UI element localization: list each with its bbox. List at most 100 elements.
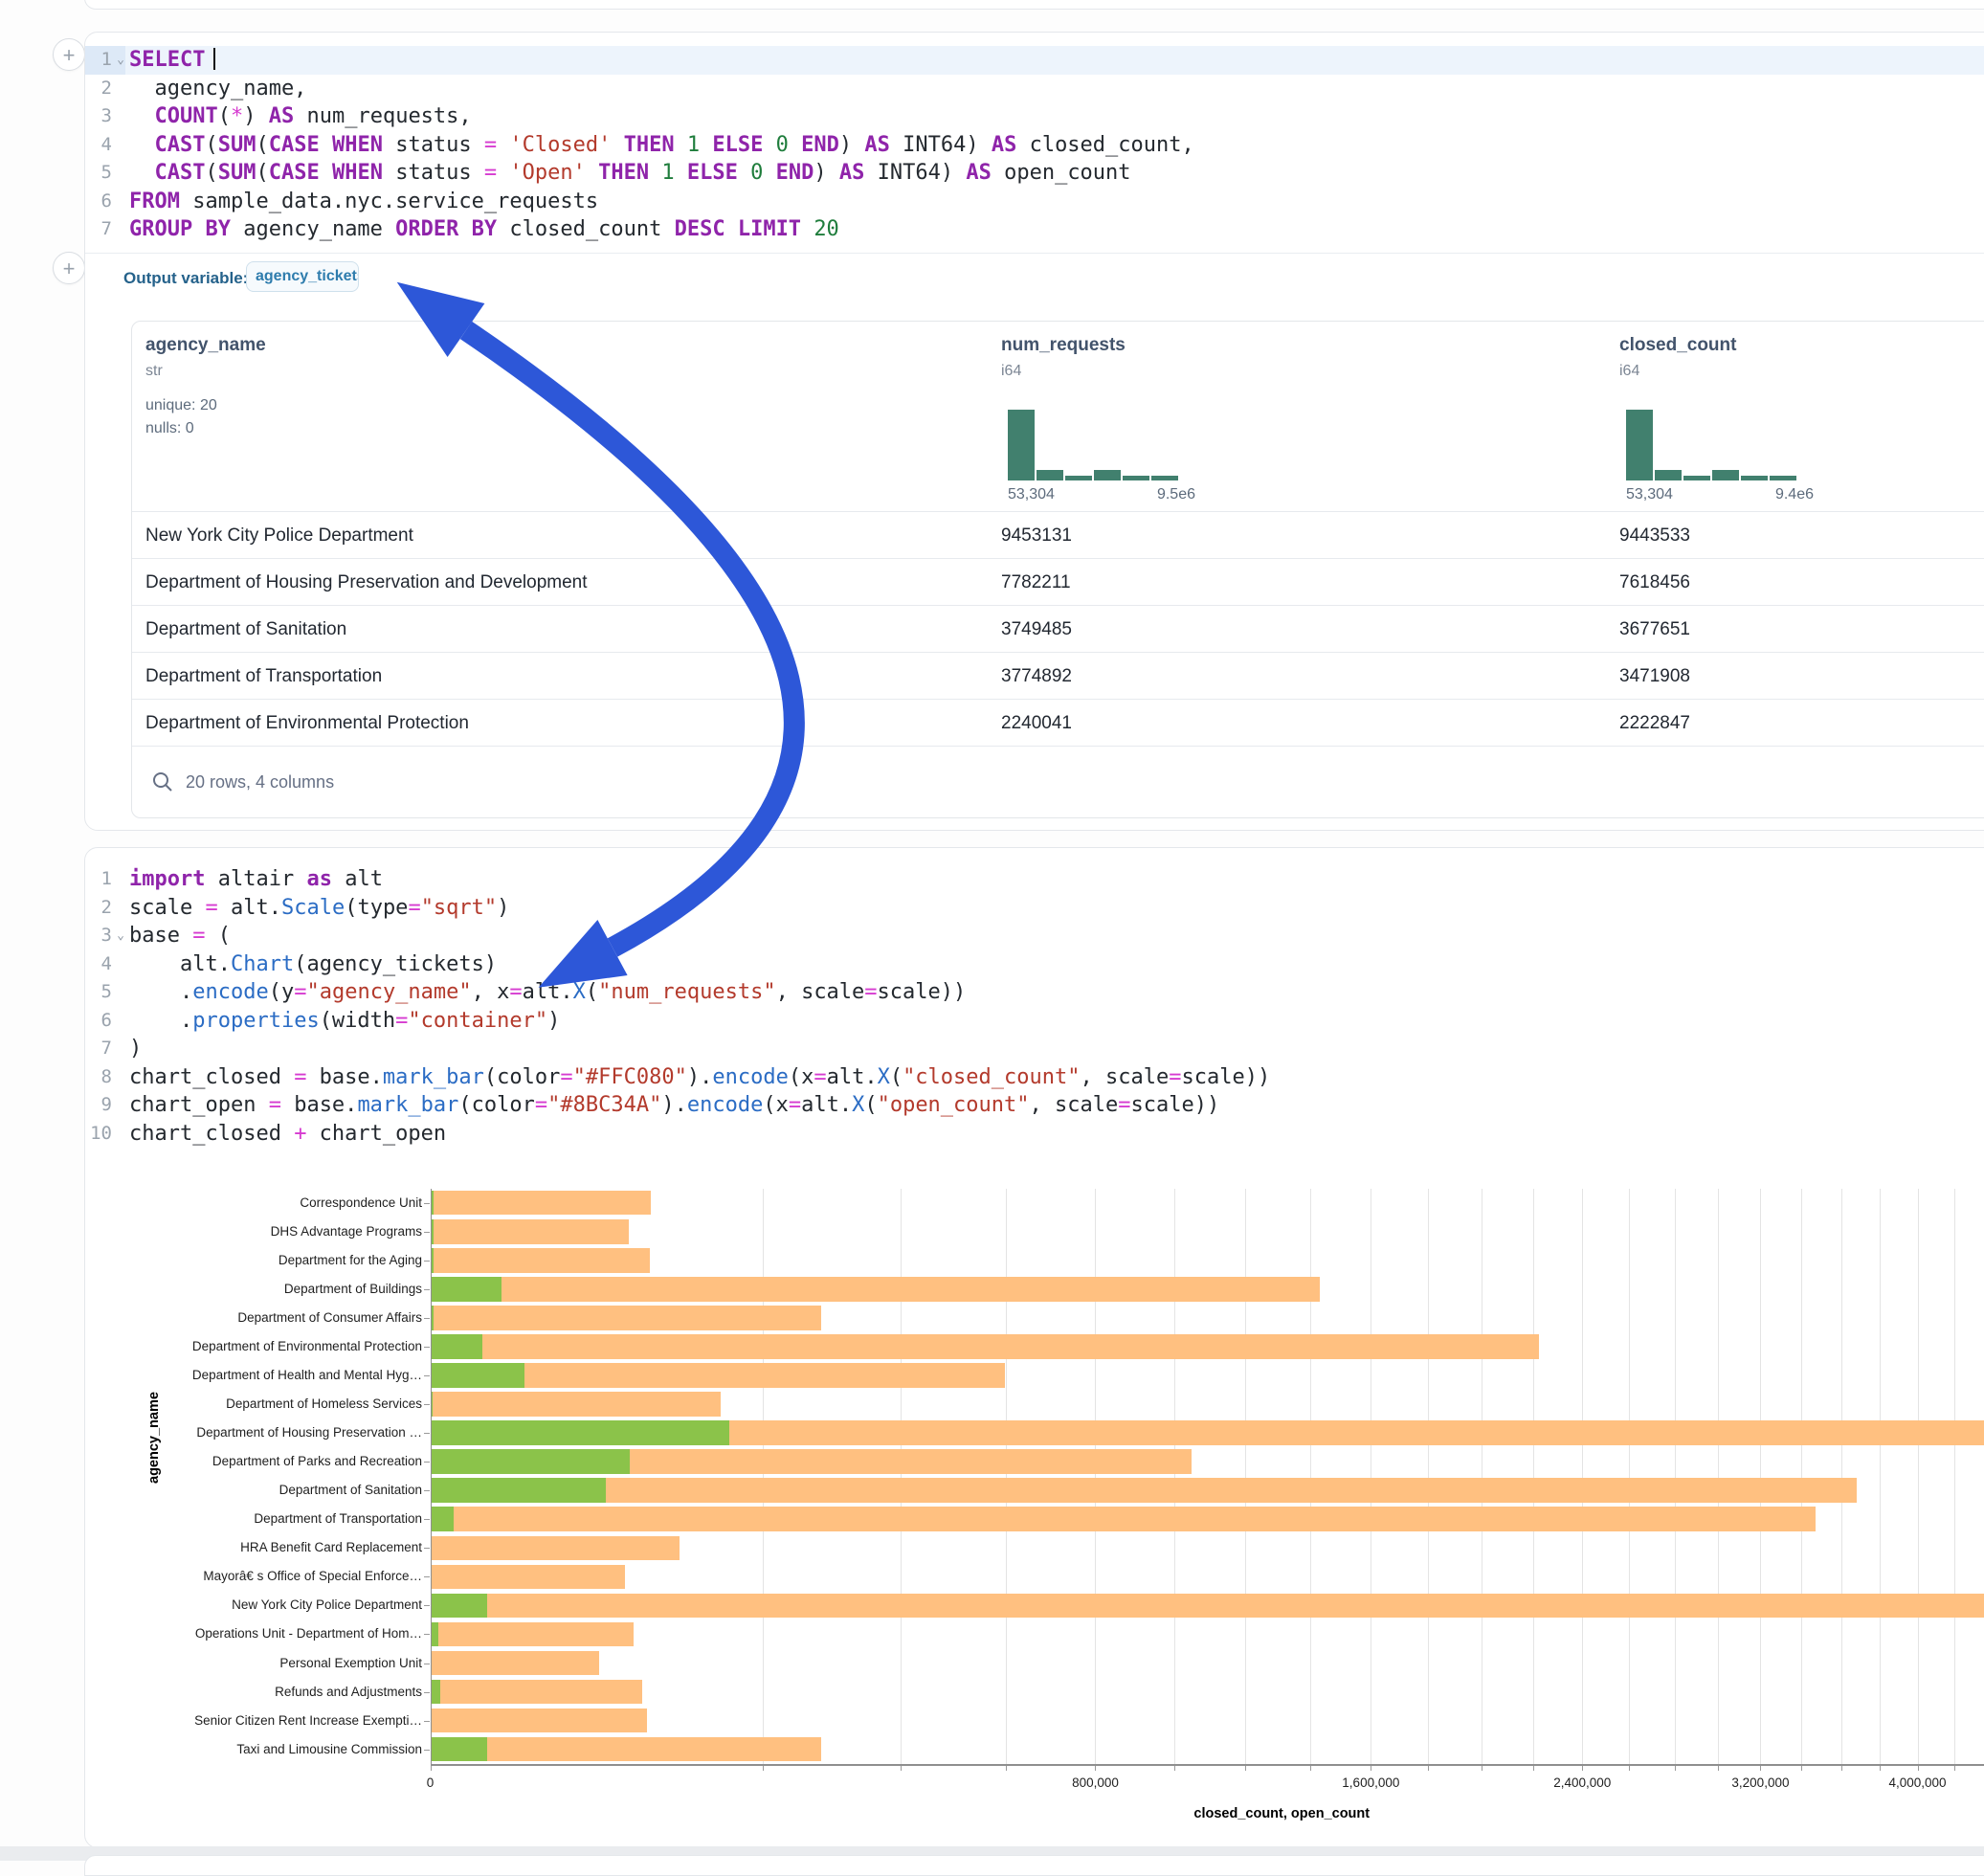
code-line[interactable]: 6 .properties(width="container"): [85, 1007, 1984, 1036]
bar-open-count: [431, 1392, 433, 1417]
fold-chevron-icon[interactable]: ⌄: [114, 46, 127, 75]
code-token: [763, 133, 775, 157]
code-token: "container": [408, 1009, 547, 1033]
code-text: CAST(SUM(CASE WHEN status = 'Closed' THE…: [129, 131, 1194, 160]
code-line[interactable]: 3⌄base = (: [85, 922, 1984, 950]
code-token: alt.: [523, 980, 573, 1004]
line-number: 2: [85, 894, 125, 923]
code-token: ): [547, 1009, 560, 1033]
code-token: alt.: [801, 1093, 852, 1117]
code-token: *: [231, 104, 243, 128]
code-token: chart_open: [306, 1122, 446, 1146]
column-header[interactable]: agency_name: [145, 335, 266, 356]
code-line[interactable]: 4 alt.Chart(agency_tickets): [85, 950, 1984, 979]
y-axis-label: Department of Transportation: [85, 1511, 422, 1526]
chart-gridline: [1310, 1189, 1311, 1764]
code-token: [458, 217, 471, 241]
bar-open-count: [431, 1248, 435, 1273]
code-token: scale)): [1181, 1065, 1270, 1089]
code-token: ): [497, 896, 509, 920]
line-number: 2: [85, 75, 125, 103]
code-line[interactable]: 5 CAST(SUM(CASE WHEN status = 'Open' THE…: [85, 159, 1984, 188]
code-token: (: [256, 161, 268, 185]
x-axis-tick: [1801, 1765, 1802, 1771]
y-axis-title: agency_name: [146, 1392, 162, 1484]
code-token: chart_closed: [129, 1065, 294, 1089]
code-token: AS: [269, 104, 295, 128]
fold-chevron-icon[interactable]: ⌄: [114, 922, 127, 950]
code-text: ): [129, 1035, 142, 1063]
add-cell-button-middle[interactable]: +: [53, 252, 85, 284]
bar-open-count: [431, 1680, 440, 1705]
chart-gridline: [1801, 1189, 1802, 1764]
bar-closed-count: [431, 1594, 1984, 1619]
code-token: [700, 133, 712, 157]
table-row[interactable]: Department of Housing Preservation and D…: [132, 558, 1984, 606]
chart-gridline: [1533, 1189, 1534, 1764]
chart-gridline: [901, 1189, 902, 1764]
code-line[interactable]: 3 COUNT(*) AS num_requests,: [85, 102, 1984, 131]
code-text: agency_name,: [129, 75, 306, 103]
code-line[interactable]: 1⌄SELECT: [85, 46, 1984, 75]
y-axis-label: Taxi and Limousine Commission: [85, 1742, 422, 1756]
y-axis-tick: [424, 1548, 430, 1549]
code-token: 0: [750, 161, 763, 185]
column-header[interactable]: num_requests: [1001, 335, 1126, 356]
y-axis-tick: [424, 1692, 430, 1693]
code-token: X: [573, 980, 586, 1004]
x-axis-tick: [1310, 1765, 1311, 1771]
search-icon[interactable]: [151, 770, 174, 793]
code-line[interactable]: 2 agency_name,: [85, 75, 1984, 103]
code-token: status: [383, 133, 484, 157]
line-number: 8: [85, 1063, 125, 1092]
y-axis-tick: [424, 1347, 430, 1348]
y-axis-label: DHS Advantage Programs: [85, 1224, 422, 1239]
code-token: scale: [129, 896, 205, 920]
code-token: base.: [306, 1065, 382, 1089]
code-text: scale = alt.Scale(type="sqrt"): [129, 894, 509, 923]
code-token: END: [801, 133, 839, 157]
code-line[interactable]: 4 CAST(SUM(CASE WHEN status = 'Closed' T…: [85, 131, 1984, 160]
y-axis-tick: [424, 1203, 430, 1204]
code-token: THEN: [624, 133, 675, 157]
y-axis-tick: [424, 1462, 430, 1463]
code-token: =: [1169, 1065, 1181, 1089]
code-token: ELSE: [712, 133, 763, 157]
code-token: import: [129, 867, 205, 891]
output-variable-pill[interactable]: agency_tickets: [246, 261, 359, 292]
column-histogram: [1626, 408, 1796, 480]
code-line[interactable]: 7): [85, 1035, 1984, 1063]
y-axis-tick: [424, 1404, 430, 1405]
bar-closed-count: [431, 1507, 1817, 1531]
x-axis-tick: [1954, 1765, 1955, 1771]
code-token: =: [535, 1093, 547, 1117]
code-token: (x: [789, 1065, 814, 1089]
bar-open-count: [431, 1737, 487, 1762]
y-axis-tick: [424, 1318, 430, 1319]
x-axis-tick: [1629, 1765, 1630, 1771]
code-line[interactable]: 5 .encode(y="agency_name", x=alt.X("num_…: [85, 978, 1984, 1007]
code-token: SUM: [218, 161, 256, 185]
x-axis-title: closed_count, open_count: [431, 1806, 1984, 1821]
code-token: X: [852, 1093, 864, 1117]
column-header[interactable]: closed_count: [1619, 335, 1736, 356]
histogram-bar: [1037, 470, 1063, 480]
add-cell-button-top[interactable]: +: [53, 38, 85, 71]
line-number: 9: [85, 1091, 125, 1120]
x-axis-tick-label: 4,000,000: [1888, 1776, 1946, 1790]
